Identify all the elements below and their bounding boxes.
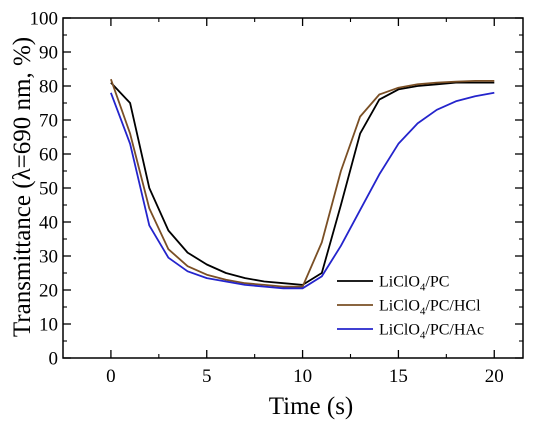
legend-label-2: LiClO4/PC/HCl [379,298,481,318]
y-tick-label: 50 [39,179,58,200]
y-tick-label: 30 [39,247,58,268]
x-tick-label: 0 [106,366,116,387]
y-axis-title: Transmittance (λ=690 nm, %) [9,37,36,337]
y-tick-label: 40 [39,213,58,234]
y-tick-label: 10 [39,315,58,336]
x-tick-label: 5 [202,366,212,387]
series-line-1 [110,81,495,286]
series-lines [110,78,495,290]
legend: LiClO4/PC LiClO4/PC/HCl LiClO4/PC/HAc [337,274,484,342]
y-tick-label: 20 [39,281,58,302]
legend-label-3: LiClO4/PC/HAc [379,322,484,342]
y-tick-label: 0 [49,349,59,370]
y-tick-label: 60 [39,145,58,166]
y-tick-label: 90 [39,43,58,64]
y-tick-label: 70 [39,111,58,132]
x-axis-title: Time (s) [269,393,354,420]
y-tick-label: 80 [39,77,58,98]
x-tick-label: 15 [389,366,408,387]
x-tick-label: 10 [293,366,312,387]
y-tick-label: 100 [30,9,59,30]
axis-ticks [63,17,523,359]
tick-labels: 0 5 10 15 20 0 10 20 30 40 50 60 70 80 90 100 [30,9,504,388]
series-line-3 [110,91,495,290]
legend-label-1: LiClO4/PC [379,274,449,294]
x-tick-label: 20 [485,366,504,387]
series-line-2 [110,78,495,288]
